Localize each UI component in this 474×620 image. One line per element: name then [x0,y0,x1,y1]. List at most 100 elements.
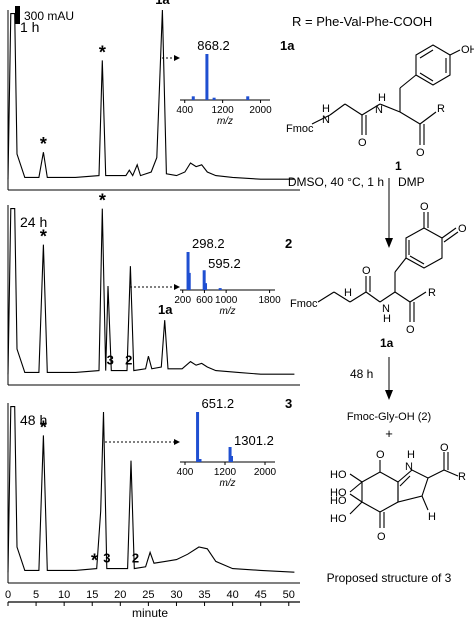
o-atom-1a-top: O [420,201,429,213]
inset-xlabel: m/z [217,116,233,127]
chromatogram-panel-3: 48 h** 3 2 [7,403,300,584]
oh-atom: OH [461,44,474,56]
inset-tick-label: 600 [196,295,213,306]
inset-compound-label: 1a [280,38,295,53]
chromatogram-trace [7,406,295,573]
inset-pointer-head [174,439,180,445]
ho-atom-3-c: HO [330,495,347,507]
inset-xlabel: m/z [219,306,235,317]
chromatogram-trace [7,208,295,375]
ms-peak-bar [218,288,222,290]
inset-compound-label: 3 [285,396,292,411]
inset-second-peak-value: 595.2 [208,256,241,271]
compound-1a-structure [317,212,459,322]
o-atom-1a-right: O [458,223,467,235]
ms-peak-bar [196,412,200,462]
o-atom-b: O [416,147,425,159]
compound-3-structure [349,452,459,528]
ms-inset-3: 400 1200 2000 m/z 651.2 1301.2 3 [105,396,292,489]
o-atom-1a-b: O [406,324,415,336]
r-atom-3: R [458,471,466,483]
chromatogram-panel-1: 1 h * * 1a [7,0,300,191]
x-tick-label: 25 [142,589,154,601]
inset-tick-label: 400 [176,105,193,116]
peak-star-marker: * [40,227,47,247]
product-2: Fmoc-Gly-OH (2) [347,411,431,423]
o-atom-3-top: O [440,442,449,454]
condition-left: DMSO, 40 °C, 1 h [288,175,384,189]
fmoc-atom-1a: Fmoc [290,298,318,310]
plus-sign: + [385,426,393,441]
ms-peak-bar [212,97,216,100]
inset-peak-value: 298.2 [192,236,225,251]
inset-second-peak-value: 1301.2 [234,433,274,448]
inset-tick-label: 1200 [212,105,235,116]
ms-peak-bar [228,447,232,462]
r-definition: R = Phe-Val-Phe-COOH [292,14,432,29]
ms-peak-bar [202,270,206,290]
o-atom-3-upper: O [376,449,385,461]
peak-label: 3 [107,353,114,368]
inset-pointer-head [174,284,180,290]
peak-star-marker: * [40,134,47,154]
inset-tick-label: 400 [177,467,194,478]
x-tick-label: 15 [86,589,98,601]
r-atom: R [437,103,445,115]
o-atom-1a-a: O [362,265,371,277]
structure-caption: Proposed structure of 3 [327,571,452,585]
x-tick-label: 50 [283,589,295,601]
peak-label: 2 [132,551,139,566]
ms-peak-bar [205,54,209,100]
ms-peak-bar [204,283,208,290]
ho-atom-3-d: HO [330,513,347,525]
x-tick-label: 35 [198,589,210,601]
n-atom-1a-b: N [382,303,390,315]
compound-1-label: 1 [395,159,402,173]
ms-peak-bar [230,456,233,462]
inset-tick-label: 1000 [215,295,238,306]
inset-tick-label: 200 [174,295,191,306]
peak-label: 1a [155,0,170,7]
arrow-head-1 [385,238,393,248]
chromatogram-trace [7,9,295,180]
compound-3-atoms: H N O R O HO HO HO HO O H [330,442,466,543]
o-atom-a: O [358,137,367,149]
compound-1a-atoms: O O Fmoc H O N H O R [290,201,467,336]
inset-tick-label: 2000 [249,105,272,116]
n-atom-b: N [375,104,383,116]
ho-atom-3-b: HO [330,487,347,499]
ms-peak-bar [198,459,202,462]
peak-star-marker: * [91,551,98,571]
peak-label: 3 [103,551,110,566]
inset-pointer-head [174,55,180,61]
peak-label: 2 [125,353,132,368]
x-tick-label: 45 [255,589,267,601]
ms-peak-bar [187,272,191,290]
nh-atom-b: H [378,92,386,104]
reaction-scheme: R = Phe-Val-Phe-COOH OH [286,14,474,585]
peak-star-marker: * [99,42,106,62]
compound-1-structure [311,44,461,145]
x-tick-label: 20 [114,589,126,601]
time-label: 24 h [20,214,47,230]
time-label: 1 h [20,19,39,35]
nh-atom-1a-b: H [383,313,391,325]
ms-inset-1: 400 1200 2000 m/z 868.2 1a [162,38,295,127]
chromatogram-panel-2: 24 h**3 21a [7,191,300,386]
inset-compound-label: 2 [285,236,292,251]
scale-bar-label: 300 mAU [24,9,74,23]
ms-peak-bar [186,252,190,290]
nh-atom-a: H [322,103,330,115]
peak-star-marker: * [99,191,106,211]
x-tick-label: 30 [170,589,182,601]
x-axis-ticks: 0 5 10 15 20 25 30 35 40 45 50 [5,589,295,606]
x-axis: 0 5 10 15 20 25 30 35 40 45 50 minute [5,589,300,620]
inset-tick-label: 1200 [214,467,237,478]
scale-bar: 300 mAU [15,6,74,24]
condition-right: DMP [398,175,425,189]
n-atom-3: N [405,461,413,473]
x-tick-label: 0 [5,589,11,601]
ho-atom-3-a: HO [330,469,347,481]
inset-peak-value: 868.2 [197,38,230,53]
